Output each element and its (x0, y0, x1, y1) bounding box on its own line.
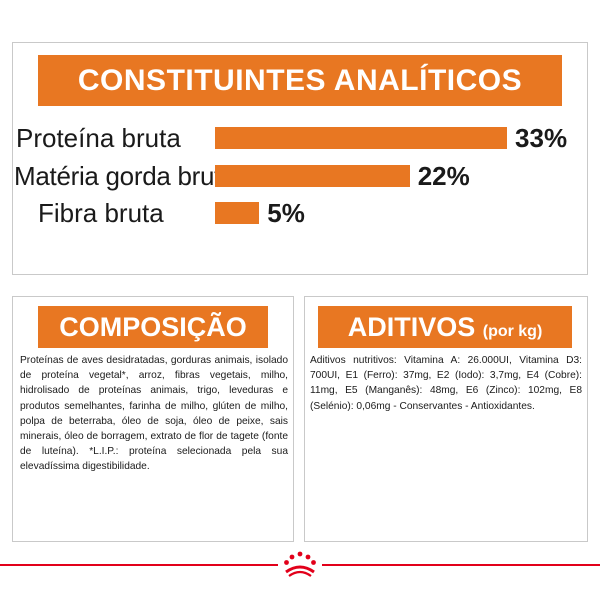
fiber-bar (215, 202, 260, 224)
fat-row: Matéria gorda bruta 22% (0, 159, 576, 193)
additives-text: Aditivos nutritivos: Vitamina A: 26.000U… (310, 355, 582, 412)
fiber-value: 5% (267, 198, 305, 228)
fiber-row: Fibra bruta 5% (0, 196, 576, 230)
composition-text: Proteínas de aves desidratadas, gorduras… (20, 355, 288, 473)
additives-title-suffix: (por kg) (482, 323, 543, 340)
protein-bar (215, 127, 508, 149)
composition-title: COMPOSIÇÃO (38, 306, 268, 348)
royal-canin-crown-icon (284, 551, 316, 577)
fat-value: 22% (417, 161, 470, 191)
fiber-label: Fibra bruta (38, 198, 164, 228)
protein-value: 33% (515, 123, 568, 153)
protein-row: Proteína bruta 33% (0, 121, 576, 155)
brand-line-left (0, 564, 278, 566)
analytical-constituents-title: CONSTITUINTES ANALÍTICOS (38, 55, 562, 106)
fat-label: Matéria gorda bruta (14, 161, 236, 191)
fat-bar (215, 165, 410, 187)
protein-label: Proteína bruta (16, 123, 181, 153)
additives-title: ADITIVOS (por kg) (318, 306, 572, 348)
brand-line-right (322, 564, 600, 566)
additives-title-main: ADITIVOS (347, 312, 476, 342)
